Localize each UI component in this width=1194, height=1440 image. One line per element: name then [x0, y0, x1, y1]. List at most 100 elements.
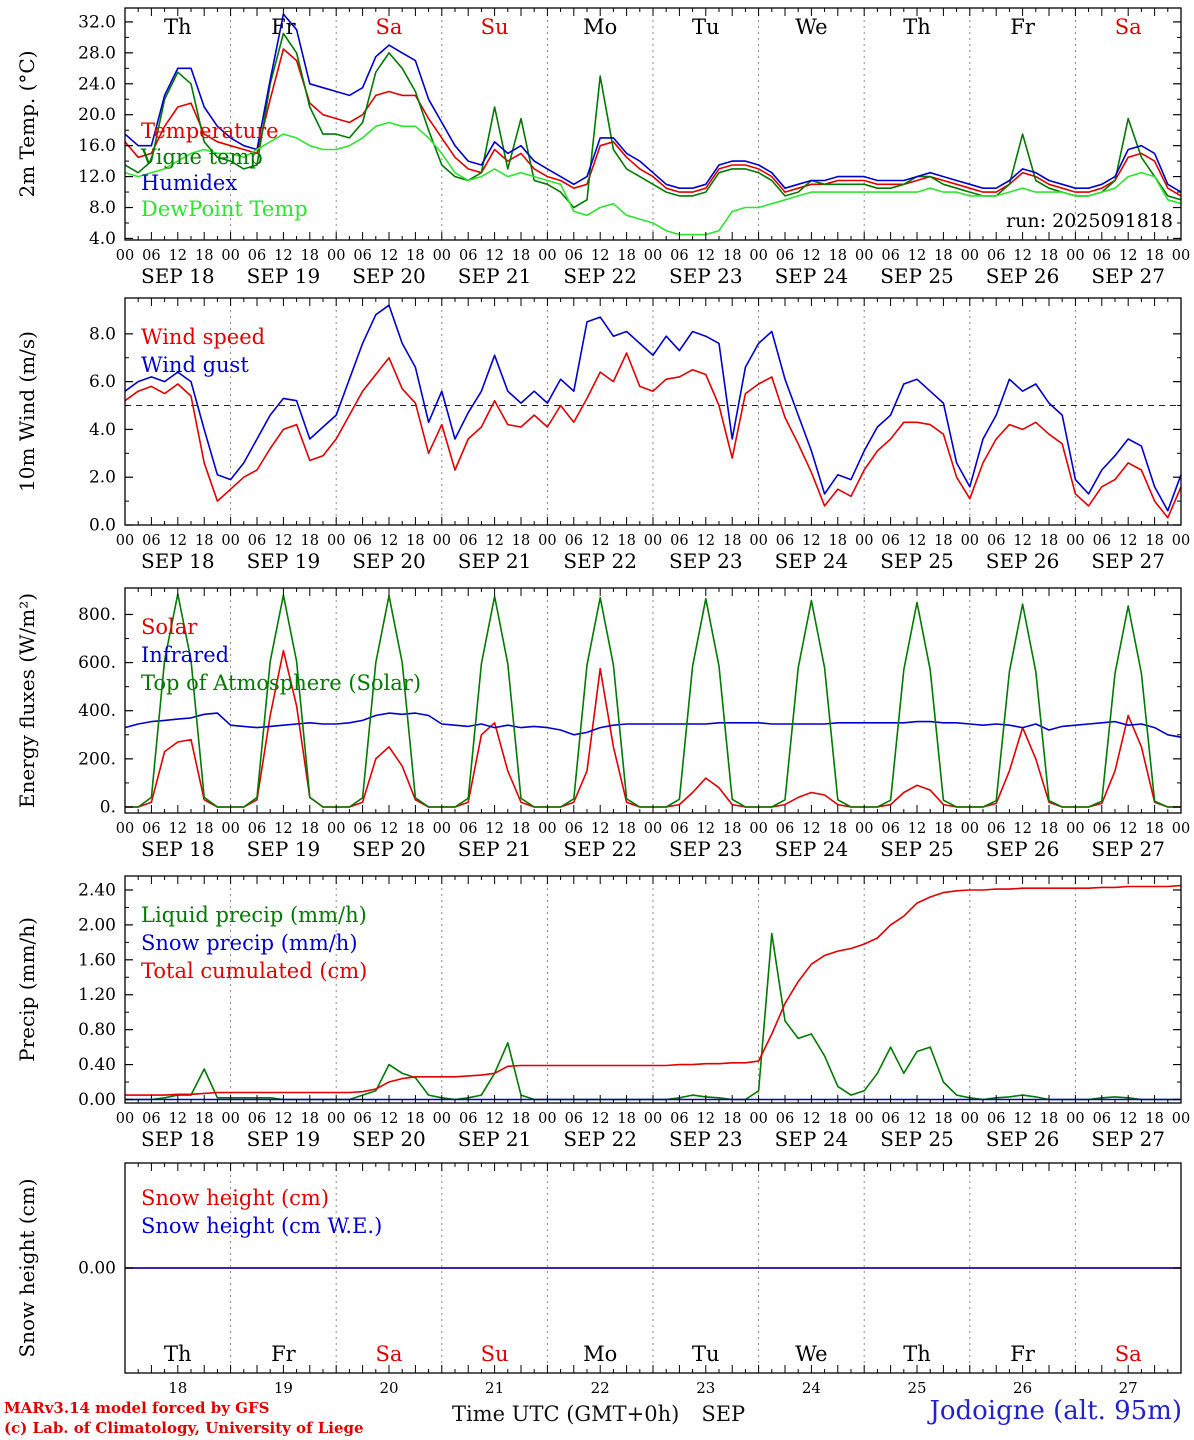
hour-tick-label: 06 — [881, 821, 899, 837]
hour-tick-label: 00 — [116, 533, 134, 549]
temperature-line — [124, 48, 1182, 197]
x-axis: 00 06 12 18 00 06 12 18 00 06 12 18 00 06 12 18 00 06 12 18… — [116, 298, 1190, 573]
date-label: SEP 20 — [352, 1127, 426, 1151]
y-tick-label: 6.0 — [89, 372, 116, 392]
day-number-label: 22 — [591, 1379, 610, 1397]
hour-tick-label: 18 — [512, 533, 530, 549]
hour-tick-label: 12 — [169, 821, 187, 837]
dayname-label: Th — [164, 1342, 192, 1366]
temperature-legend: Temperature — [141, 119, 279, 143]
hour-tick-label: 00 — [433, 821, 451, 837]
y-tick-label: 2.40 — [78, 880, 116, 900]
date-label: SEP 24 — [775, 837, 849, 861]
x-axis: 00 06 12 18 00 06 12 18 00 06 12 18 00 06 12 18 00 06 12 18… — [116, 876, 1190, 1151]
day-gridlines — [230, 588, 1076, 813]
date-label: SEP 27 — [1091, 549, 1165, 573]
y-tick-label: 0.40 — [78, 1055, 116, 1075]
date-label: SEP 23 — [669, 837, 743, 861]
hour-tick-label: 18 — [723, 821, 741, 837]
hour-tick-label: 12 — [380, 1111, 398, 1127]
hour-tick-label: 00 — [644, 533, 662, 549]
date-label: SEP 19 — [247, 1127, 321, 1151]
hour-tick-label: 06 — [1093, 248, 1111, 264]
snow-height-cm-w-e-legend: Snow height (cm W.E.) — [141, 1214, 382, 1238]
wind-speed-line — [124, 352, 1182, 519]
hour-tick-label: 18 — [406, 248, 424, 264]
wind-gust-legend: Wind gust — [141, 353, 249, 377]
hour-tick-label: 18 — [934, 1111, 952, 1127]
hour-tick-label: 00 — [961, 1111, 979, 1127]
infrared-legend: Infrared — [141, 643, 229, 667]
hour-tick-label: 06 — [353, 248, 371, 264]
hour-tick-label: 12 — [591, 248, 609, 264]
hour-tick-label: 18 — [406, 533, 424, 549]
y-tick-label: 4.0 — [89, 229, 116, 249]
hour-tick-label: 18 — [934, 248, 952, 264]
hour-tick-label: 00 — [1066, 821, 1084, 837]
hour-tick-label: 12 — [802, 1111, 820, 1127]
y-axis-title: Snow height (cm) — [15, 1178, 39, 1357]
hour-tick-label: 06 — [142, 821, 160, 837]
hour-tick-label: 06 — [1093, 1111, 1111, 1127]
x-axis: 00 06 12 18 00 06 12 18 00 06 12 18 00 06 12 18 00 06 12 18… — [116, 588, 1190, 861]
dayname-label: Tu — [692, 15, 720, 39]
date-label: SEP 20 — [352, 264, 426, 288]
hour-tick-label: 00 — [433, 1111, 451, 1127]
hour-tick-label: 12 — [380, 821, 398, 837]
hour-tick-label: 00 — [855, 248, 873, 264]
hour-tick-label: 18 — [1040, 533, 1058, 549]
hour-tick-label: 12 — [485, 533, 503, 549]
dayname-label: We — [795, 1342, 827, 1366]
date-label: SEP 21 — [458, 264, 532, 288]
hour-tick-label: 06 — [776, 248, 794, 264]
hour-tick-label: 06 — [987, 533, 1005, 549]
dayname-label: Sa — [1115, 15, 1142, 39]
hour-tick-label: 12 — [380, 248, 398, 264]
y-axis: 0.0 2.0 4.0 6.0 8.0 — [89, 324, 1181, 536]
hour-tick-label: 12 — [697, 821, 715, 837]
hour-tick-label: 12 — [802, 533, 820, 549]
dayname-label: Su — [481, 15, 509, 39]
wind-gust-line — [124, 304, 1182, 512]
hour-tick-label: 00 — [221, 248, 239, 264]
panel-precip: 0.00 0.40 0.80 1.20 1.60 2.00 2.40 Precip (mm/h… — [15, 875, 1190, 1151]
hour-tick-label: 12 — [1013, 248, 1031, 264]
date-label: SEP 26 — [986, 1127, 1060, 1151]
hour-tick-label: 18 — [829, 533, 847, 549]
day-number-label: 19 — [274, 1379, 293, 1397]
day-gridlines — [230, 876, 1076, 1103]
x-axis — [124, 1163, 1182, 1373]
dayname-label: Th — [903, 1342, 931, 1366]
hour-tick-label: 12 — [802, 248, 820, 264]
snow-precip-mm-h-legend: Snow precip (mm/h) — [141, 931, 358, 955]
hour-tick-label: 06 — [776, 1111, 794, 1127]
dayname-label: Tu — [692, 1342, 720, 1366]
day-number-label: 24 — [802, 1379, 821, 1397]
day-gridlines — [230, 8, 1076, 240]
day-gridlines — [230, 298, 1076, 525]
credits: MARv3.14 model forced by GFS (c) Lab. of… — [4, 1398, 364, 1438]
date-label: SEP 26 — [986, 837, 1060, 861]
hour-tick-label: 06 — [459, 1111, 477, 1127]
hour-tick-label: 18 — [1145, 533, 1163, 549]
y-tick-label: 800. — [78, 605, 116, 625]
hour-tick-label: 12 — [697, 533, 715, 549]
dayname-label: Mo — [583, 15, 617, 39]
hour-tick-label: 00 — [855, 533, 873, 549]
hour-tick-label: 00 — [116, 821, 134, 837]
dayname-label: Sa — [376, 15, 403, 39]
hour-tick-label: 18 — [301, 248, 319, 264]
y-tick-label: 1.60 — [78, 950, 116, 970]
date-label: SEP 25 — [880, 264, 954, 288]
hour-tick-label: 06 — [776, 533, 794, 549]
hour-tick-label: 12 — [485, 248, 503, 264]
hour-tick-label: 06 — [776, 821, 794, 837]
hour-tick-label: 18 — [617, 1111, 635, 1127]
y-axis: 4.0 8.0 12.0 16.0 20.0 24.0 28.0 32.0 — [78, 12, 1181, 249]
x-axis-title: Time UTC (GMT+0h) SEP — [452, 1402, 745, 1426]
y-tick-label: 0.80 — [78, 1020, 116, 1040]
day-number-label: 23 — [696, 1379, 715, 1397]
hour-tick-label: 12 — [908, 248, 926, 264]
